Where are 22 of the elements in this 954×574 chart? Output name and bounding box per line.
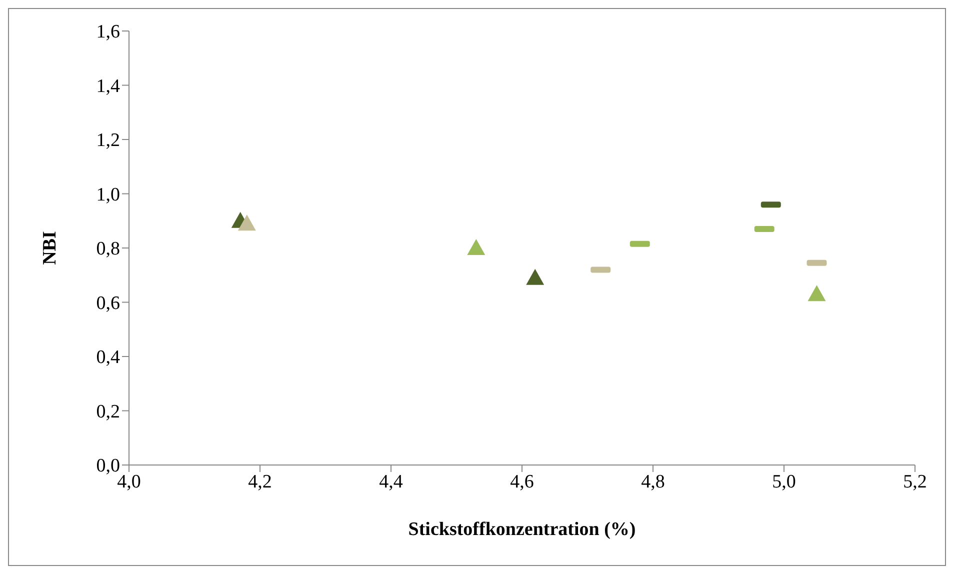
x-tick-label: 4,8 — [641, 471, 665, 492]
y-tick-label: 0,0 — [96, 456, 120, 477]
point — [808, 285, 826, 302]
point — [526, 268, 544, 285]
x-tick-label: 4,2 — [248, 471, 272, 492]
y-tick-label: 1,6 — [96, 22, 120, 43]
x-axis-title: Stickstoffkonzentration (%) — [408, 519, 636, 540]
y-tick-label: 0,2 — [96, 401, 120, 422]
y-tick-label: 0,6 — [96, 292, 120, 314]
y-tick-label: 0,8 — [96, 238, 120, 260]
x-tick-label: 4,0 — [117, 471, 141, 492]
point — [238, 214, 256, 231]
y-axis-title: NBI — [40, 231, 61, 265]
x-tick-label: 5,0 — [772, 471, 796, 492]
y-tick-label: 0,4 — [96, 347, 120, 368]
x-tick-label: 4,6 — [510, 471, 534, 492]
x-tick-label: 5,2 — [903, 471, 927, 492]
y-tick-label: 1,2 — [96, 130, 120, 152]
y-tick-label: 1,0 — [96, 184, 120, 206]
point — [467, 239, 486, 255]
x-tick-label: 4,4 — [379, 471, 404, 492]
y-tick-label: 1,4 — [96, 76, 120, 97]
